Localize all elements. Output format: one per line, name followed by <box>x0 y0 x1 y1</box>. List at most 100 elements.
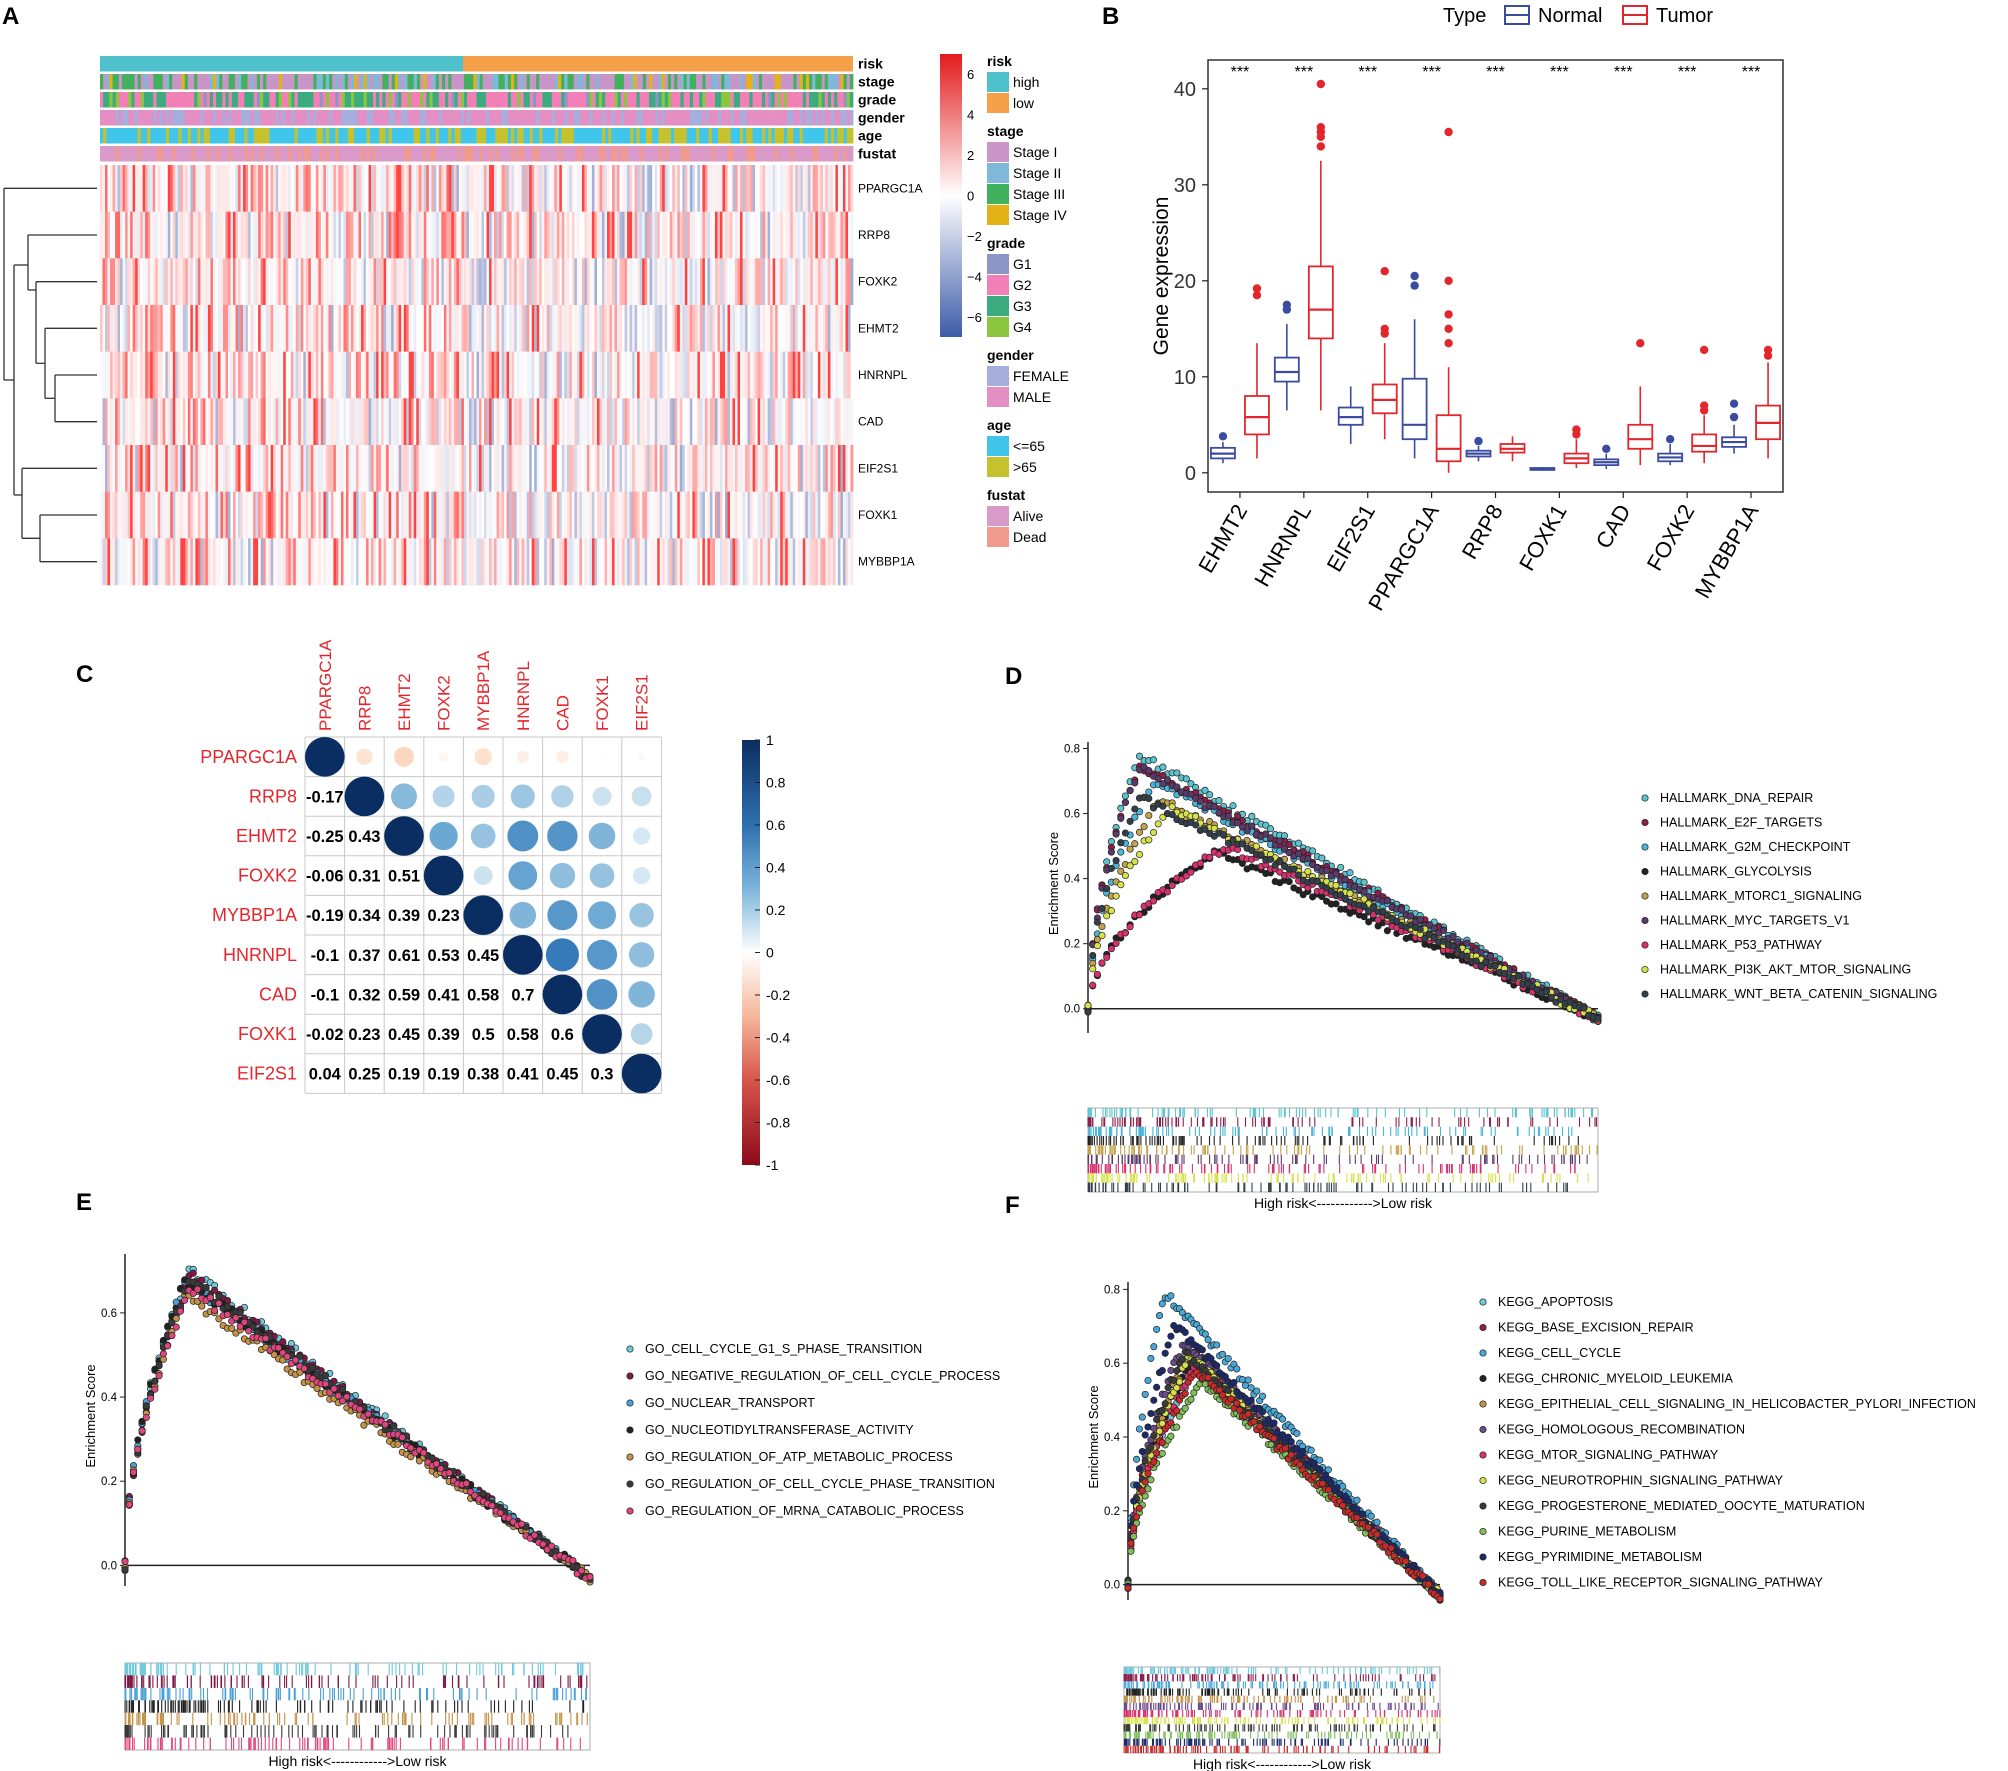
heatmap-cell <box>719 165 723 212</box>
heatmap-cell <box>637 165 640 212</box>
heatmap-cell <box>566 351 570 399</box>
heatmap-cell <box>556 211 560 259</box>
heatmap-cell <box>260 165 264 212</box>
annotation-cell <box>463 110 468 126</box>
annotation-cell <box>366 146 371 162</box>
annotation-cell <box>329 110 333 126</box>
annotation-cell <box>181 74 186 90</box>
legend-item-label: FEMALE <box>1013 368 1069 384</box>
heatmap-cell <box>376 491 379 539</box>
heatmap-cell <box>484 351 487 399</box>
heatmap-cell <box>132 165 136 212</box>
annotation-cell <box>485 110 490 126</box>
heatmap-cell <box>546 445 550 492</box>
heatmap-cell <box>534 538 538 586</box>
heatmap-cell <box>328 351 332 399</box>
heatmap-cell <box>358 305 362 352</box>
annotation-cell <box>812 110 816 126</box>
heatmap-cell <box>627 538 630 586</box>
heatmap-cell <box>536 351 540 399</box>
legend-label: HALLMARK_E2F_TARGETS <box>1660 816 1822 830</box>
heatmap-cell <box>772 351 776 399</box>
heatmap-cell <box>441 258 445 306</box>
annotation-cell <box>194 74 198 90</box>
heatmap-cell <box>102 538 106 586</box>
heatmap-cell <box>228 258 231 306</box>
heatmap-cell <box>398 351 402 399</box>
annotation-cell <box>511 74 515 90</box>
heatmap-cell <box>604 351 608 399</box>
annotation-cell <box>627 146 631 162</box>
heatmap-cell <box>817 398 821 446</box>
heatmap-cell <box>358 211 362 259</box>
annotation-cell <box>843 146 848 162</box>
annotation-cell <box>692 92 697 108</box>
heatmap-cell <box>105 491 108 539</box>
heatmap-cell <box>140 211 143 259</box>
heatmap-cell <box>468 351 472 399</box>
outlier-point <box>1380 267 1389 276</box>
heatmap-cell <box>343 211 347 259</box>
heatmap-cell <box>682 398 686 446</box>
heatmap-cell <box>458 165 462 212</box>
enrichment-point <box>1145 811 1153 820</box>
panel-label-f: F <box>1005 1192 1020 1219</box>
heatmap-cell <box>795 398 799 446</box>
heatmap-cell <box>120 211 123 259</box>
annotation-cell <box>554 110 559 126</box>
heatmap-cell <box>240 211 244 259</box>
heatmap-cell <box>441 305 445 352</box>
heatmap-cell <box>418 351 422 399</box>
heatmap-cell <box>125 398 128 446</box>
heatmap-cell <box>787 491 791 539</box>
heatmap-cell <box>436 491 440 539</box>
heatmap-cell <box>531 165 535 212</box>
annotation-cell <box>115 128 120 144</box>
heatmap-cell <box>554 258 558 306</box>
heatmap-cell <box>338 351 342 399</box>
heatmap-cell <box>436 398 440 446</box>
heatmap-cell <box>310 491 314 539</box>
heatmap-cell <box>476 538 480 586</box>
heatmap-cell <box>702 538 706 586</box>
annotation-cell <box>815 110 819 126</box>
heatmap-cell <box>622 538 625 586</box>
legend-dot <box>1641 818 1649 827</box>
heatmap-cell <box>647 305 650 352</box>
heatmap-cell <box>335 165 339 212</box>
annotation-cell <box>357 74 361 90</box>
heatmap-cell <box>240 398 244 446</box>
annotation-cell <box>316 92 321 108</box>
heatmap-cell <box>697 398 701 446</box>
heatmap-cell <box>719 538 723 586</box>
heatmap-cell <box>634 351 638 399</box>
heatmap-cell <box>755 398 758 446</box>
heatmap-cell <box>476 445 480 492</box>
heatmap-cell <box>579 305 583 352</box>
heatmap-cell <box>152 305 156 352</box>
heatmap-cell <box>509 491 512 539</box>
heatmap-cell <box>345 165 349 212</box>
heatmap-cell <box>489 165 492 212</box>
heatmap-cell <box>471 305 475 352</box>
heatmap-cell <box>132 398 136 446</box>
heatmap-cell <box>258 165 261 212</box>
annotation-cell <box>671 92 675 108</box>
heatmap-cell <box>175 445 179 492</box>
heatmap-cell <box>521 165 525 212</box>
heatmap-cell <box>235 398 239 446</box>
heatmap-cell <box>441 211 445 259</box>
heatmap-cell <box>702 445 706 492</box>
annotation-cell <box>238 110 242 126</box>
heatmap-cell <box>745 258 748 306</box>
heatmap-cell <box>564 258 568 306</box>
annotation-cell <box>332 74 336 90</box>
heatmap-cell <box>175 305 179 352</box>
heatmap-row-RRP8 <box>100 211 854 259</box>
heatmap-cell <box>348 538 352 586</box>
annotation-cell <box>620 74 625 90</box>
heatmap-cell <box>709 258 713 306</box>
heatmap-cell <box>230 305 234 352</box>
heatmap-cell <box>353 538 357 586</box>
annotation-cell <box>492 110 496 126</box>
